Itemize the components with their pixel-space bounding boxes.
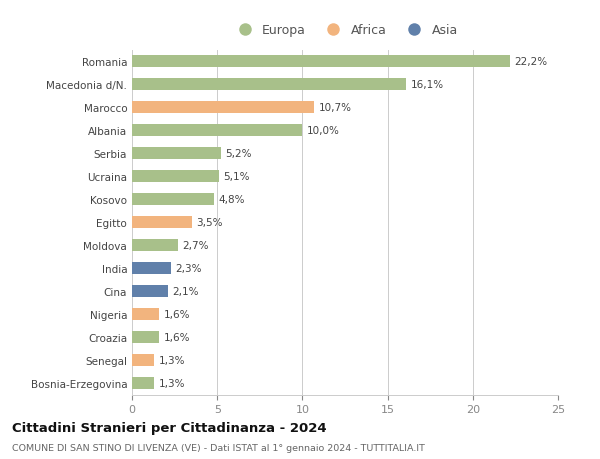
Text: 5,1%: 5,1%	[223, 172, 250, 182]
Bar	[132, 193, 214, 206]
Text: 5,2%: 5,2%	[225, 149, 251, 159]
Text: 2,3%: 2,3%	[175, 263, 202, 274]
Text: 3,5%: 3,5%	[196, 218, 223, 228]
Text: 10,0%: 10,0%	[307, 126, 340, 136]
Text: Cittadini Stranieri per Cittadinanza - 2024: Cittadini Stranieri per Cittadinanza - 2…	[12, 421, 326, 434]
Bar	[132, 170, 219, 183]
Text: 10,7%: 10,7%	[319, 103, 352, 113]
Text: 1,6%: 1,6%	[164, 332, 190, 342]
Bar	[132, 124, 302, 137]
Text: 4,8%: 4,8%	[218, 195, 245, 205]
Bar	[132, 101, 314, 114]
Text: 2,1%: 2,1%	[172, 286, 199, 297]
Text: 1,3%: 1,3%	[158, 378, 185, 388]
Bar	[132, 331, 159, 344]
Bar	[132, 308, 159, 321]
Bar	[132, 78, 406, 91]
Bar	[132, 56, 510, 68]
Legend: Europa, Africa, Asia: Europa, Africa, Asia	[227, 19, 463, 42]
Bar	[132, 262, 171, 275]
Text: COMUNE DI SAN STINO DI LIVENZA (VE) - Dati ISTAT al 1° gennaio 2024 - TUTTITALIA: COMUNE DI SAN STINO DI LIVENZA (VE) - Da…	[12, 443, 425, 452]
Text: 1,3%: 1,3%	[158, 355, 185, 365]
Text: 1,6%: 1,6%	[164, 309, 190, 319]
Bar	[132, 239, 178, 252]
Text: 2,7%: 2,7%	[182, 241, 209, 251]
Bar	[132, 147, 221, 160]
Bar	[132, 377, 154, 390]
Text: 22,2%: 22,2%	[515, 57, 548, 67]
Bar	[132, 216, 191, 229]
Text: 16,1%: 16,1%	[410, 80, 444, 90]
Bar	[132, 354, 154, 367]
Bar	[132, 285, 168, 298]
